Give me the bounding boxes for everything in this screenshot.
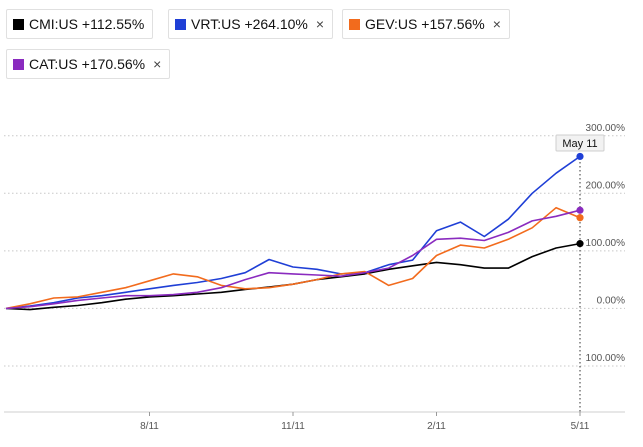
cat-ticker: CAT:US xyxy=(29,56,78,72)
legend-chip-gev[interactable]: GEV:US +157.56% × xyxy=(342,9,510,39)
legend-chip-cmi[interactable]: CMI:US +112.55% xyxy=(6,9,154,39)
y-tick-label: 300.00% xyxy=(586,123,626,134)
y-tick-label: 100.00% xyxy=(586,353,626,364)
cmi-ticker: CMI:US xyxy=(29,16,78,32)
series-line-gev xyxy=(5,206,581,310)
series-end-marker-vrt xyxy=(576,152,584,161)
vrt-ticker: VRT:US xyxy=(191,16,241,32)
x-tick-label: 5/11 xyxy=(571,421,590,432)
tooltip-date-label: May 11 xyxy=(562,138,597,150)
series-end-marker-cat xyxy=(576,206,584,214)
series-line-cat xyxy=(5,209,581,310)
series-end-marker-gev xyxy=(576,214,584,222)
cmi-change: +112.55% xyxy=(81,16,145,32)
cmi-color-swatch xyxy=(13,18,24,30)
remove-cat-icon[interactable]: × xyxy=(153,56,162,72)
remove-gev-icon[interactable]: × xyxy=(492,16,501,32)
cat-change: +170.56% xyxy=(81,56,146,72)
x-tick-label: 8/11 xyxy=(140,421,159,432)
y-tick-label: 100.00% xyxy=(586,238,626,249)
gev-ticker: GEV:US xyxy=(365,16,418,32)
y-tick-label: 200.00% xyxy=(586,180,626,191)
x-tick-label: 2/11 xyxy=(427,421,446,432)
vrt-color-swatch xyxy=(175,18,186,30)
vrt-change: +264.10% xyxy=(244,16,308,32)
remove-vrt-icon[interactable]: × xyxy=(315,16,325,32)
gev-color-swatch xyxy=(349,18,360,30)
gev-change: +157.56% xyxy=(421,16,485,32)
legend-chip-vrt[interactable]: VRT:US +264.10% × xyxy=(168,9,334,39)
x-tick-label: 11/11 xyxy=(281,421,305,432)
cat-color-swatch xyxy=(13,58,24,70)
legend-chip-cat[interactable]: CAT:US +170.56% × xyxy=(6,49,171,79)
tooltip-box xyxy=(555,134,605,152)
series-end-marker-cmi xyxy=(576,240,584,248)
series-line-vrt xyxy=(5,155,581,310)
y-tick-label: 0.00% xyxy=(597,295,625,306)
